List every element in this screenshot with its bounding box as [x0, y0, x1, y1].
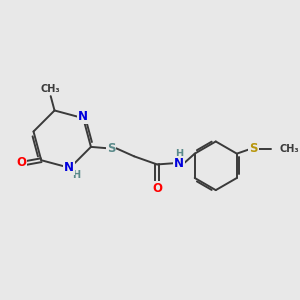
- Text: N: N: [174, 157, 184, 169]
- Text: H: H: [72, 170, 80, 180]
- Text: O: O: [152, 182, 162, 195]
- Text: S: S: [107, 142, 116, 155]
- Text: CH₃: CH₃: [41, 84, 61, 94]
- Text: H: H: [175, 149, 183, 160]
- Text: N: N: [78, 110, 88, 123]
- Text: S: S: [249, 142, 258, 155]
- Text: CH₃: CH₃: [279, 144, 299, 154]
- Text: N: N: [64, 161, 74, 174]
- Text: O: O: [16, 156, 26, 170]
